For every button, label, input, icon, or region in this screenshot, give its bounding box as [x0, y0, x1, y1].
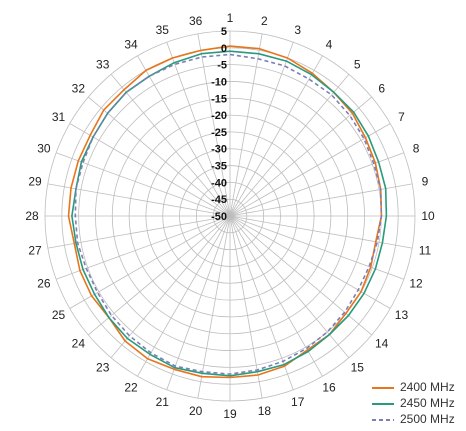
angle-label: 32 — [72, 82, 86, 96]
angle-label: 17 — [291, 395, 305, 409]
angle-label: 6 — [378, 82, 385, 96]
angle-label: 33 — [96, 57, 110, 71]
radial-label: -5 — [217, 60, 227, 72]
series-line-1 — [67, 45, 383, 379]
grid-spoke — [166, 42, 231, 217]
radial-label: -35 — [211, 161, 227, 173]
radial-label: -30 — [211, 144, 227, 156]
legend-item-1: 2400 MHz — [372, 380, 464, 396]
angle-label: 11 — [419, 243, 432, 257]
radial-label: -15 — [211, 93, 227, 105]
legend: 2400 MHz 2450 MHz 2500 MHz — [372, 380, 464, 428]
legend-label-2: 2450 MHz — [400, 396, 455, 410]
grid-spoke — [229, 96, 372, 217]
grid-spoke — [69, 123, 231, 217]
angle-label: 36 — [189, 14, 203, 28]
grid-spoke — [69, 215, 231, 309]
angle-label: 12 — [409, 277, 423, 291]
angle-label: 26 — [37, 277, 51, 291]
polar-grid — [44, 30, 416, 402]
radial-label: -20 — [211, 110, 227, 122]
legend-swatch-2 — [372, 403, 394, 405]
grid-spoke — [110, 74, 231, 217]
angle-label: 16 — [322, 380, 336, 394]
angle-label: 9 — [422, 175, 429, 189]
series-lines — [67, 45, 388, 379]
radial-label: 5 — [221, 26, 227, 38]
angle-label: 19 — [223, 407, 237, 421]
grid-spoke — [47, 183, 231, 217]
angle-label: 4 — [326, 38, 333, 52]
grid-spoke — [197, 33, 231, 217]
angle-label: 5 — [354, 57, 361, 71]
series-line-3 — [74, 53, 383, 375]
grid-spoke — [137, 215, 231, 377]
angle-label: 20 — [189, 404, 203, 418]
grid-spoke — [229, 123, 391, 217]
series-line-2 — [71, 50, 388, 377]
radial-label: -50 — [211, 211, 227, 223]
radial-label: 0 — [221, 43, 227, 55]
angle-label: 14 — [375, 336, 389, 350]
angle-label: 28 — [25, 209, 39, 223]
radial-label: -40 — [211, 177, 227, 189]
radial-label: -25 — [211, 127, 227, 139]
angle-label: 21 — [156, 395, 170, 409]
grid-spoke — [229, 55, 323, 217]
legend-label-3: 2500 MHz — [400, 412, 455, 426]
legend-item-2: 2450 MHz — [372, 396, 464, 412]
angle-label: 29 — [28, 175, 42, 189]
angle-label: 1 — [227, 11, 234, 25]
angle-label: 27 — [28, 243, 42, 257]
angle-label: 34 — [124, 38, 138, 52]
legend-label-1: 2400 MHz — [400, 380, 455, 394]
grid-spoke — [229, 74, 350, 217]
grid-spoke — [229, 33, 263, 217]
grid-spoke — [229, 215, 263, 399]
grid-spoke — [88, 96, 231, 217]
grid-spoke — [56, 152, 231, 217]
angle-label: 18 — [258, 404, 272, 418]
grid-spoke — [197, 215, 231, 399]
grid-spoke — [229, 42, 294, 217]
angle-label: 15 — [351, 361, 365, 375]
angle-labels: 1 234567891011121314151617181920212223242… — [25, 11, 435, 421]
radial-label: -10 — [211, 76, 227, 88]
angle-label: 25 — [52, 308, 66, 322]
angle-label: 7 — [398, 110, 405, 124]
legend-item-3: 2500 MHz — [372, 412, 464, 428]
grid-spoke — [137, 55, 231, 217]
angle-label: 24 — [72, 336, 86, 350]
grid-spoke — [88, 215, 231, 336]
angle-label: 13 — [395, 308, 409, 322]
angle-label: 3 — [294, 23, 301, 37]
angle-label: 35 — [156, 23, 170, 37]
angle-label: 2 — [261, 14, 268, 28]
grid-spoke — [56, 215, 231, 280]
angle-label: 10 — [421, 209, 435, 223]
angle-label: 31 — [52, 110, 66, 124]
radial-labels: 5 0 -5 -10 -15 -20 -25 -30 -35 -40 -45 -50 — [211, 26, 227, 223]
grid-spoke — [110, 215, 231, 358]
grid-spoke — [166, 215, 231, 390]
angle-label: 22 — [124, 380, 138, 394]
angle-label: 23 — [96, 361, 110, 375]
radial-label: -45 — [211, 194, 227, 206]
angle-label: 8 — [413, 141, 420, 155]
angle-label: 30 — [37, 141, 51, 155]
grid-spoke — [229, 183, 413, 217]
legend-swatch-1 — [372, 387, 394, 389]
legend-swatch-3 — [372, 419, 394, 421]
